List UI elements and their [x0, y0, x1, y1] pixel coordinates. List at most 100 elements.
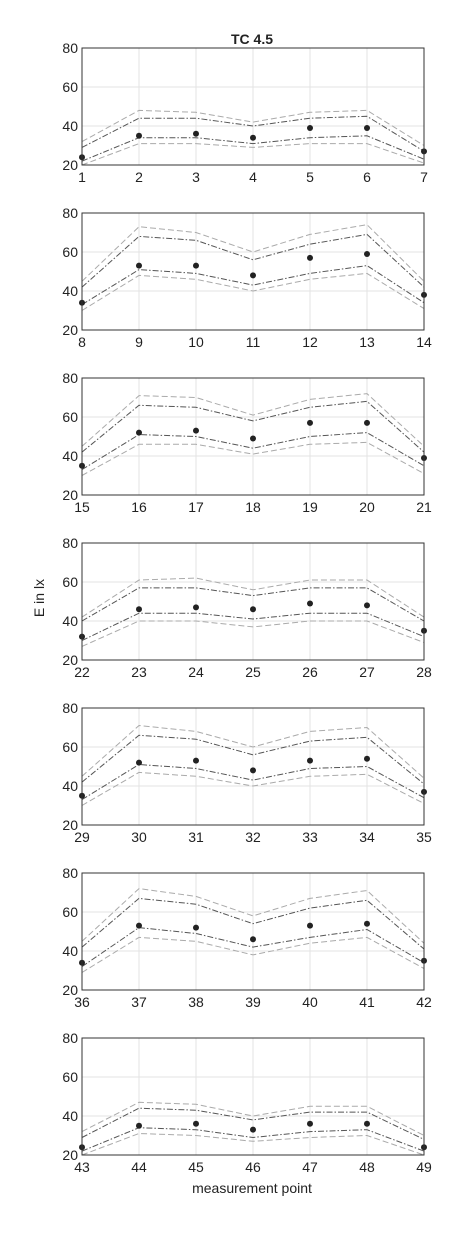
axes-box	[81, 542, 425, 661]
y-tick-label: 80	[62, 535, 78, 551]
data-point	[193, 130, 199, 137]
y-tick-label: 40	[62, 283, 78, 299]
x-tick-label: 5	[306, 169, 314, 185]
panel-2: 20 40 60 80 8 9 10 11 12 13 14	[62, 205, 432, 350]
x-tick-label: 28	[416, 664, 432, 680]
y-tick-label: 20	[62, 157, 78, 173]
upper-dashdot-line	[81, 233, 425, 288]
axes-box	[81, 872, 425, 991]
data-point	[250, 435, 256, 442]
x-tick-label: 11	[246, 334, 261, 350]
x-tick-label: 8	[78, 334, 86, 350]
data-point	[364, 755, 370, 762]
x-tick-label: 24	[188, 664, 204, 680]
upper-dashed-line	[81, 1101, 425, 1136]
x-tick-label: 43	[74, 1159, 90, 1175]
y-tick-label: 60	[62, 244, 78, 260]
lower-dashed-line	[81, 272, 425, 311]
y-tick-label: 20	[62, 322, 78, 338]
y-tick-label: 20	[62, 487, 78, 503]
x-tick-label: 13	[359, 334, 375, 350]
data-point	[136, 132, 142, 139]
data-point	[250, 1126, 256, 1133]
y-tick-label: 20	[62, 1147, 78, 1163]
lower-dashed-line	[81, 1132, 425, 1156]
panel-1: 20 40 60 80 1 2 3 4 5 6 7	[62, 40, 428, 185]
data-point	[307, 124, 313, 131]
x-tick-label: 48	[359, 1159, 375, 1175]
x-tick-label: 27	[359, 664, 375, 680]
x-tick-label: 46	[245, 1159, 261, 1175]
y-tick-label: 60	[62, 1069, 78, 1085]
lower-dashed-line	[81, 771, 425, 806]
y-tick-label: 60	[62, 739, 78, 755]
x-tick-label: 17	[188, 499, 204, 515]
lower-dashed-line	[81, 441, 425, 476]
axes-box	[81, 212, 425, 331]
panel-3: 20 40 60 80 15 16 17 18 19 20 21	[62, 370, 432, 515]
upper-dashed-line	[81, 393, 425, 447]
x-tick-label: 9	[135, 334, 143, 350]
y-tick-label: 80	[62, 700, 78, 716]
x-tick-label: 47	[302, 1159, 318, 1175]
panel-5: 20 40 60 80 29 30 31 32 33 34 35	[62, 700, 432, 845]
lower-dashed-line	[81, 620, 425, 647]
y-tick-label: 40	[62, 613, 78, 629]
axes-box	[81, 377, 425, 496]
data-point	[193, 757, 199, 764]
lower-dashed-line	[81, 143, 425, 166]
y-tick-label: 40	[62, 943, 78, 959]
data-point	[250, 767, 256, 774]
y-tick-label: 40	[62, 1108, 78, 1124]
data-point	[364, 602, 370, 609]
y-tick-label: 80	[62, 370, 78, 386]
x-tick-label: 38	[188, 994, 204, 1010]
axes-box	[81, 47, 425, 166]
x-tick-label: 12	[302, 334, 318, 350]
x-tick-label: 1	[78, 169, 86, 185]
y-tick-label: 40	[62, 448, 78, 464]
data-point	[364, 419, 370, 426]
x-tick-label: 41	[359, 994, 375, 1010]
x-tick-label: 36	[74, 994, 90, 1010]
y-tick-label: 20	[62, 652, 78, 668]
data-point	[193, 604, 199, 611]
y-tick-label: 80	[62, 205, 78, 221]
upper-dashed-line	[81, 888, 425, 944]
axes-box	[81, 707, 425, 826]
upper-dashdot-line	[81, 115, 425, 152]
data-point	[307, 1120, 313, 1127]
panel-6: 20 40 60 80 36 37 38 39 40 41 42	[62, 865, 432, 1010]
data-point	[364, 124, 370, 131]
axes-box	[81, 1037, 425, 1156]
data-point	[307, 419, 313, 426]
data-point	[136, 1122, 142, 1129]
x-tick-label: 15	[74, 499, 90, 515]
x-tick-label: 6	[363, 169, 371, 185]
y-tick-label: 60	[62, 904, 78, 920]
data-point	[136, 262, 142, 269]
y-axis-label: E in lx	[31, 579, 47, 617]
x-tick-label: 29	[74, 829, 90, 845]
data-point	[250, 606, 256, 613]
x-tick-label: 25	[245, 664, 261, 680]
upper-dashed-line	[81, 577, 425, 618]
x-tick-label: 30	[131, 829, 147, 845]
upper-dashdot-line	[81, 897, 425, 950]
y-tick-label: 40	[62, 118, 78, 134]
upper-dashdot-line	[81, 1107, 425, 1140]
data-point	[193, 1120, 199, 1127]
data-point	[307, 600, 313, 607]
data-point	[307, 922, 313, 929]
upper-dashdot-line	[81, 734, 425, 785]
y-tick-label: 60	[62, 574, 78, 590]
data-point	[193, 262, 199, 269]
data-point	[193, 924, 199, 931]
data-point	[364, 250, 370, 257]
x-tick-label: 2	[135, 169, 143, 185]
data-point	[307, 254, 313, 261]
data-point	[193, 427, 199, 434]
y-tick-label: 80	[62, 1030, 78, 1046]
x-tick-label: 42	[416, 994, 432, 1010]
data-point	[364, 920, 370, 927]
